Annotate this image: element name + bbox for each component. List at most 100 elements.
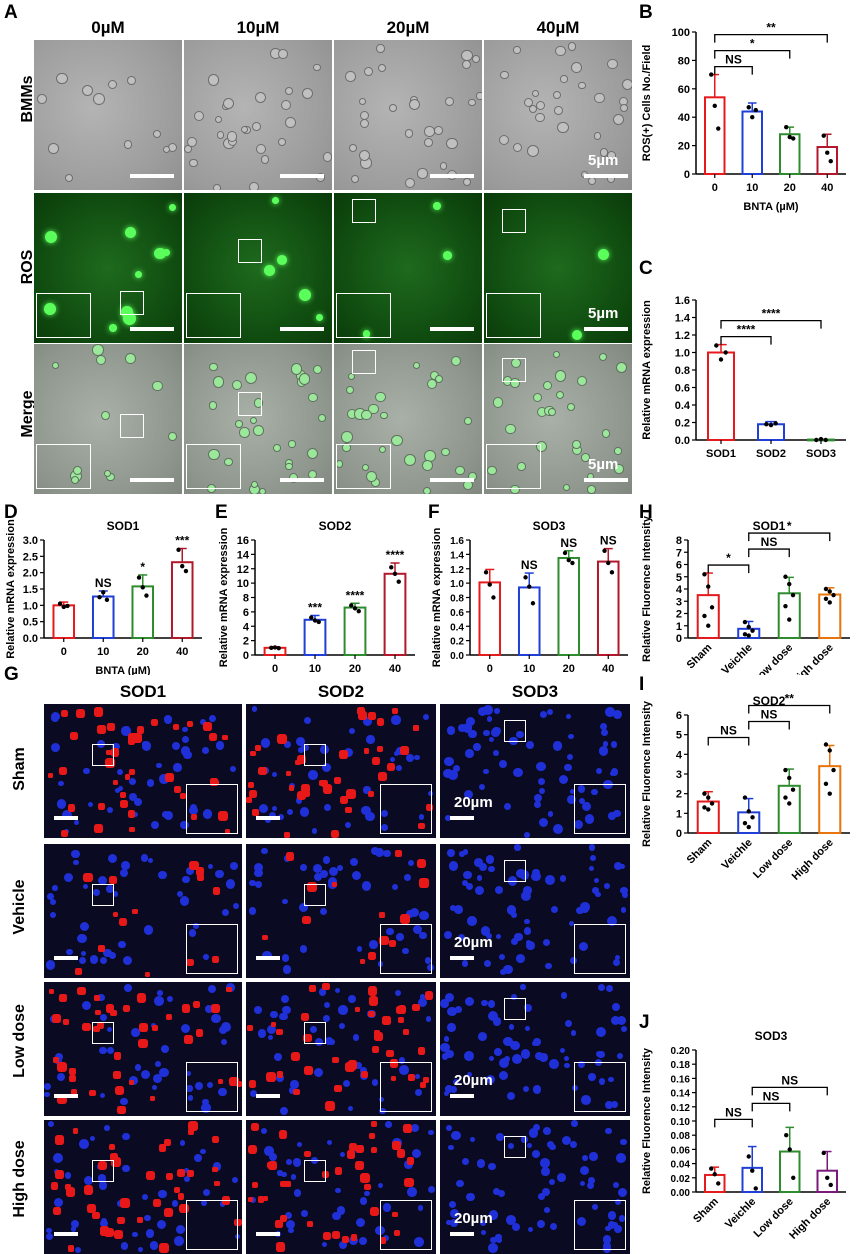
cell bbox=[207, 985, 217, 994]
micrograph-ros bbox=[34, 193, 182, 343]
cell bbox=[328, 866, 339, 877]
cell bbox=[181, 875, 190, 884]
cell bbox=[98, 803, 106, 811]
zoom-region-box bbox=[120, 291, 144, 315]
y-tick-label: 0.6 bbox=[675, 383, 690, 395]
cell bbox=[158, 1190, 167, 1199]
cell bbox=[588, 1073, 596, 1082]
cell bbox=[391, 715, 401, 725]
significance-bracket bbox=[714, 1118, 753, 1128]
chart-title: SOD1 bbox=[753, 519, 786, 533]
cell bbox=[46, 1227, 52, 1234]
cell bbox=[201, 1103, 211, 1113]
cell bbox=[128, 778, 137, 786]
cell bbox=[187, 1169, 194, 1177]
cell bbox=[322, 982, 330, 991]
cell bbox=[56, 1062, 67, 1073]
cell bbox=[82, 1022, 91, 1032]
cell bbox=[482, 705, 493, 716]
cell bbox=[472, 55, 481, 64]
cell bbox=[254, 398, 264, 408]
cell bbox=[469, 1136, 475, 1142]
cell bbox=[61, 829, 69, 837]
cell bbox=[215, 741, 224, 750]
cell bbox=[322, 1014, 331, 1023]
data-point bbox=[566, 557, 571, 563]
zoom-region-box bbox=[92, 884, 114, 906]
zoom-inset bbox=[186, 293, 241, 338]
cell bbox=[157, 1219, 167, 1229]
y-tick-label: 8 bbox=[676, 535, 682, 547]
cell bbox=[380, 412, 388, 420]
x-tick-label: Sham bbox=[685, 641, 715, 671]
cell bbox=[152, 129, 162, 139]
cell bbox=[506, 1091, 516, 1101]
cell bbox=[100, 1219, 108, 1228]
cell bbox=[393, 1229, 400, 1236]
cell bbox=[550, 1223, 558, 1231]
data-point bbox=[768, 422, 774, 428]
scale-bar bbox=[280, 174, 324, 178]
cell bbox=[244, 372, 257, 385]
cell bbox=[290, 1174, 296, 1180]
cell bbox=[361, 881, 372, 891]
cell bbox=[193, 111, 204, 122]
cell bbox=[299, 807, 310, 817]
cell bbox=[207, 73, 220, 86]
cell bbox=[622, 78, 632, 90]
cell bbox=[70, 1226, 77, 1232]
cell bbox=[215, 869, 224, 879]
significance-bracket bbox=[707, 736, 750, 746]
cell bbox=[371, 1120, 378, 1127]
cell bbox=[510, 1040, 520, 1051]
data-point bbox=[823, 596, 829, 601]
cell bbox=[391, 1075, 397, 1081]
cell bbox=[125, 227, 136, 239]
significance-bracket bbox=[714, 33, 828, 43]
cell bbox=[65, 948, 73, 956]
cell bbox=[251, 1181, 259, 1189]
scale-bar bbox=[54, 1232, 78, 1236]
cell bbox=[343, 1079, 351, 1087]
cell bbox=[456, 1179, 464, 1188]
cell bbox=[144, 972, 151, 978]
cell bbox=[288, 1087, 296, 1094]
cell bbox=[319, 780, 326, 786]
cell bbox=[542, 1126, 551, 1136]
panel-a-col-2: 20µM bbox=[386, 18, 430, 37]
cell bbox=[92, 344, 104, 356]
cell bbox=[520, 984, 526, 990]
data-point bbox=[483, 570, 489, 575]
data-point bbox=[709, 605, 715, 610]
data-point bbox=[57, 601, 63, 606]
cell bbox=[444, 1036, 450, 1042]
cell bbox=[348, 143, 358, 153]
cell bbox=[492, 1188, 500, 1196]
cell bbox=[260, 155, 269, 164]
data-point bbox=[65, 603, 70, 609]
cell bbox=[599, 148, 609, 158]
bar bbox=[517, 586, 541, 656]
bar bbox=[704, 1173, 726, 1194]
zoom-region-box bbox=[304, 1022, 326, 1044]
y-tick-label: 0.8 bbox=[675, 365, 690, 377]
cell bbox=[586, 485, 596, 494]
cell bbox=[306, 881, 317, 892]
cell bbox=[212, 887, 220, 895]
cell bbox=[461, 879, 469, 887]
cell bbox=[549, 1059, 559, 1070]
x-tick-label: 10 bbox=[746, 182, 758, 194]
cell bbox=[185, 866, 195, 876]
cell bbox=[579, 941, 589, 951]
scale-bar bbox=[130, 327, 174, 331]
data-point bbox=[783, 795, 788, 800]
cell bbox=[557, 1173, 566, 1183]
cell bbox=[303, 1033, 312, 1042]
cell bbox=[452, 764, 461, 773]
cell bbox=[137, 1246, 144, 1253]
cell bbox=[282, 965, 292, 975]
cell bbox=[510, 911, 517, 918]
cell bbox=[534, 794, 543, 803]
cell bbox=[417, 822, 425, 830]
cell bbox=[417, 1205, 423, 1211]
